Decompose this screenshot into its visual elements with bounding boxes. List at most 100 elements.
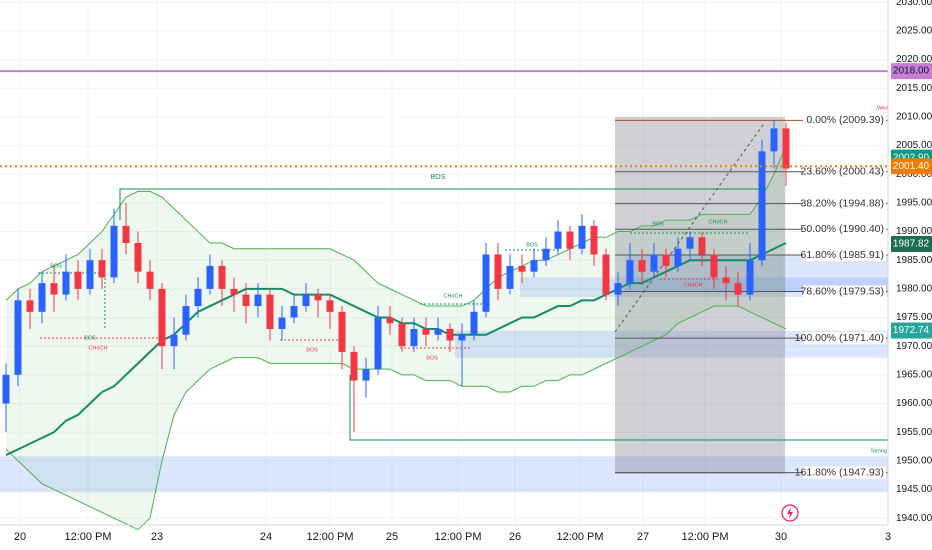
alert-icon-bolt <box>787 507 793 519</box>
x-tick-label: 3 <box>885 531 891 543</box>
x-tick-label: 12:00 PM <box>64 531 111 543</box>
candles <box>2 120 790 433</box>
candle-body <box>278 317 286 329</box>
candle-body <box>494 254 502 289</box>
y-tick-label: 1995.00 <box>896 198 932 209</box>
annotation: BOS <box>526 242 538 248</box>
fib-label: 38.20% (1994.88) <box>801 197 884 209</box>
x-tick-label: 23 <box>151 531 163 543</box>
price-tag-label: 2018.00 <box>893 66 930 77</box>
candle-body <box>350 351 358 381</box>
price-tag-label: 2001.40 <box>893 161 930 172</box>
fib-label: 23.60% (2000.43) <box>801 166 884 178</box>
x-tick-label: 12:00 PM <box>556 531 603 543</box>
y-tick-label: 1940.00 <box>896 513 932 524</box>
candle-body <box>530 260 538 272</box>
structure-lines <box>38 121 888 441</box>
candle-body <box>446 328 454 341</box>
x-tick-label: 27 <box>637 531 649 543</box>
annotation: CHoCH <box>684 282 703 288</box>
candle-body <box>434 328 442 335</box>
x-tick-label: 25 <box>386 531 398 543</box>
candle-body <box>470 311 478 335</box>
y-tick-label: 2000.00 <box>896 169 932 180</box>
fib-label-bg <box>803 197 886 210</box>
annotations: BOS BOS BOS CHoCH BOS CHoCH BOS BOS BOS CHoCH CHoC… <box>50 105 891 454</box>
candle-body <box>710 254 718 278</box>
candle-body <box>566 231 574 249</box>
y-tick-label: 2020.00 <box>896 54 932 65</box>
price-tag-label: 2002.90 <box>893 152 930 163</box>
candle-body <box>578 225 586 249</box>
annotation: Weak <box>877 105 891 111</box>
candle-body <box>398 323 406 347</box>
fib-label: 100.00% (1971.40) <box>795 332 884 344</box>
candle-body <box>506 265 514 289</box>
price-axis <box>888 0 932 550</box>
candle-body <box>482 254 490 312</box>
levels <box>0 70 888 168</box>
x-tick-label: 30 <box>775 531 787 543</box>
alert-icon-circle <box>781 504 799 522</box>
candle-body <box>230 288 238 295</box>
annotation: BOS <box>652 221 664 227</box>
y-tick-label: 1980.00 <box>896 284 932 295</box>
candle-body <box>218 265 226 289</box>
candle-body <box>722 277 730 284</box>
candle-body <box>206 265 214 289</box>
candle-body <box>254 294 262 307</box>
moving-average <box>5 242 787 456</box>
y-tick-label: 1990.00 <box>896 226 932 237</box>
price-tag <box>891 236 932 253</box>
bos-line <box>119 188 760 220</box>
fib-label: 61.80% (1985.91) <box>801 249 884 261</box>
candle-body <box>326 300 334 312</box>
strong-line <box>349 375 888 441</box>
fib-label-bg <box>803 285 886 298</box>
candle-body <box>386 317 394 324</box>
candle-body <box>242 294 250 307</box>
candle-body <box>638 260 646 272</box>
candle-body <box>98 260 106 278</box>
annotation: BOS <box>306 347 318 353</box>
price-tag-label: 1972.74 <box>893 325 930 336</box>
y-tick-label: 1955.00 <box>896 427 932 438</box>
candle-body <box>422 328 430 335</box>
y-tick-label: 2015.00 <box>896 83 932 94</box>
y-tick-label: 1965.00 <box>896 369 932 380</box>
y-tick-label: 2010.00 <box>896 112 932 123</box>
y-tick-label: 1985.00 <box>896 255 932 266</box>
candle-body <box>362 369 370 381</box>
y-tick-label: 2030.00 <box>896 0 932 8</box>
axes: 1940.00 1945.00 1950.00 1955.00 1960.00 1965.… <box>14 0 932 543</box>
candle-body <box>458 334 466 341</box>
fib-label-bg <box>803 165 886 178</box>
candle-body <box>290 306 298 318</box>
fib-label-bg <box>803 332 886 345</box>
candle-body <box>650 254 658 272</box>
x-tick-label: 12:00 PM <box>434 531 481 543</box>
y-tick-label: 2005.00 <box>896 140 932 151</box>
candle-body <box>758 151 766 261</box>
fib-label-bg <box>803 466 886 479</box>
fib-label: 78.60% (1979.53) <box>801 285 884 297</box>
x-tick-label: 12:00 PM <box>306 531 353 543</box>
candle-body <box>590 225 598 255</box>
y-tick-label: 1950.00 <box>896 455 932 466</box>
candle-body <box>62 271 70 295</box>
candle-body <box>602 254 610 295</box>
y-tick-label: 1960.00 <box>896 398 932 409</box>
band-upper <box>5 145 787 307</box>
candle-body <box>194 288 202 307</box>
candle-body <box>338 311 346 352</box>
candle-body <box>554 231 562 249</box>
annotation: BOS <box>50 263 62 269</box>
price-tag <box>891 158 932 175</box>
fib-box <box>615 117 785 474</box>
y-tick-label: 1970.00 <box>896 341 932 352</box>
candle-body <box>14 300 22 375</box>
candle-body <box>170 334 178 347</box>
y-tick-label: 1945.00 <box>896 484 932 495</box>
candle-body <box>302 294 310 307</box>
annotation: CHoCH <box>709 219 728 225</box>
